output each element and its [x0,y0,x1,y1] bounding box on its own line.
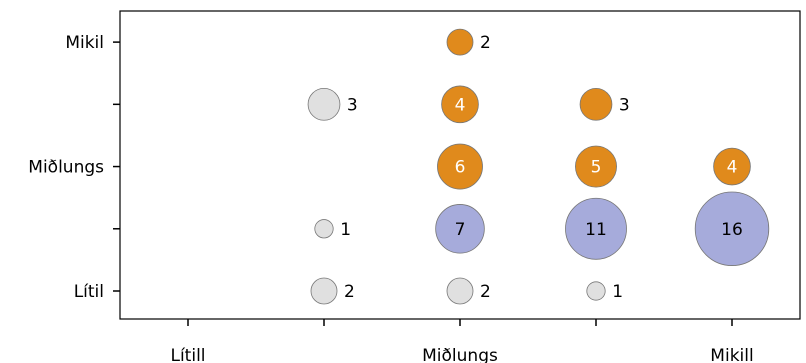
bubble-label: 1 [612,282,623,302]
y-tick-label: Lítil [74,282,104,302]
bubble [310,277,338,305]
bubble-layer: 2 3 4 3 6 5 4 1 7 11 16 2 2 1 [307,28,770,305]
bubble-label: 7 [455,220,466,240]
bubble [694,191,770,266]
bubble [446,277,474,305]
bubble [446,28,474,56]
bubble [441,85,479,124]
bubble-label: 4 [455,95,466,115]
bubble-label: 16 [721,220,743,240]
y-tick-label: Miðlungs [28,158,104,178]
bubble-label: 3 [619,95,630,115]
x-tick-label: Lítill [170,346,205,363]
bubble-label: 5 [591,158,602,178]
bubble-label: 6 [455,158,466,178]
bubble-label: 2 [480,282,491,302]
bubble-label: 3 [347,95,358,115]
bubble [586,281,606,301]
bubble [565,197,627,260]
y-axis: Lítil Miðlungs Mikil [28,33,120,302]
bubble [307,87,341,121]
bubble [575,145,617,188]
x-tick-label: Mikill [710,346,753,363]
x-tick-label: Miðlungs [422,346,498,363]
bubble-label: 2 [480,33,491,53]
y-tick-label: Mikil [65,33,104,53]
bubble-label: 11 [585,220,607,240]
bubble [314,219,334,239]
bubble [437,143,483,190]
bubble [713,147,751,186]
bubble-label: 4 [727,158,738,178]
bubble-label: 2 [344,282,355,302]
bubble [435,204,485,254]
x-axis: Lítill Miðlungs Mikill [170,319,754,363]
bubble [579,87,613,121]
bubble-label: 1 [340,220,351,240]
